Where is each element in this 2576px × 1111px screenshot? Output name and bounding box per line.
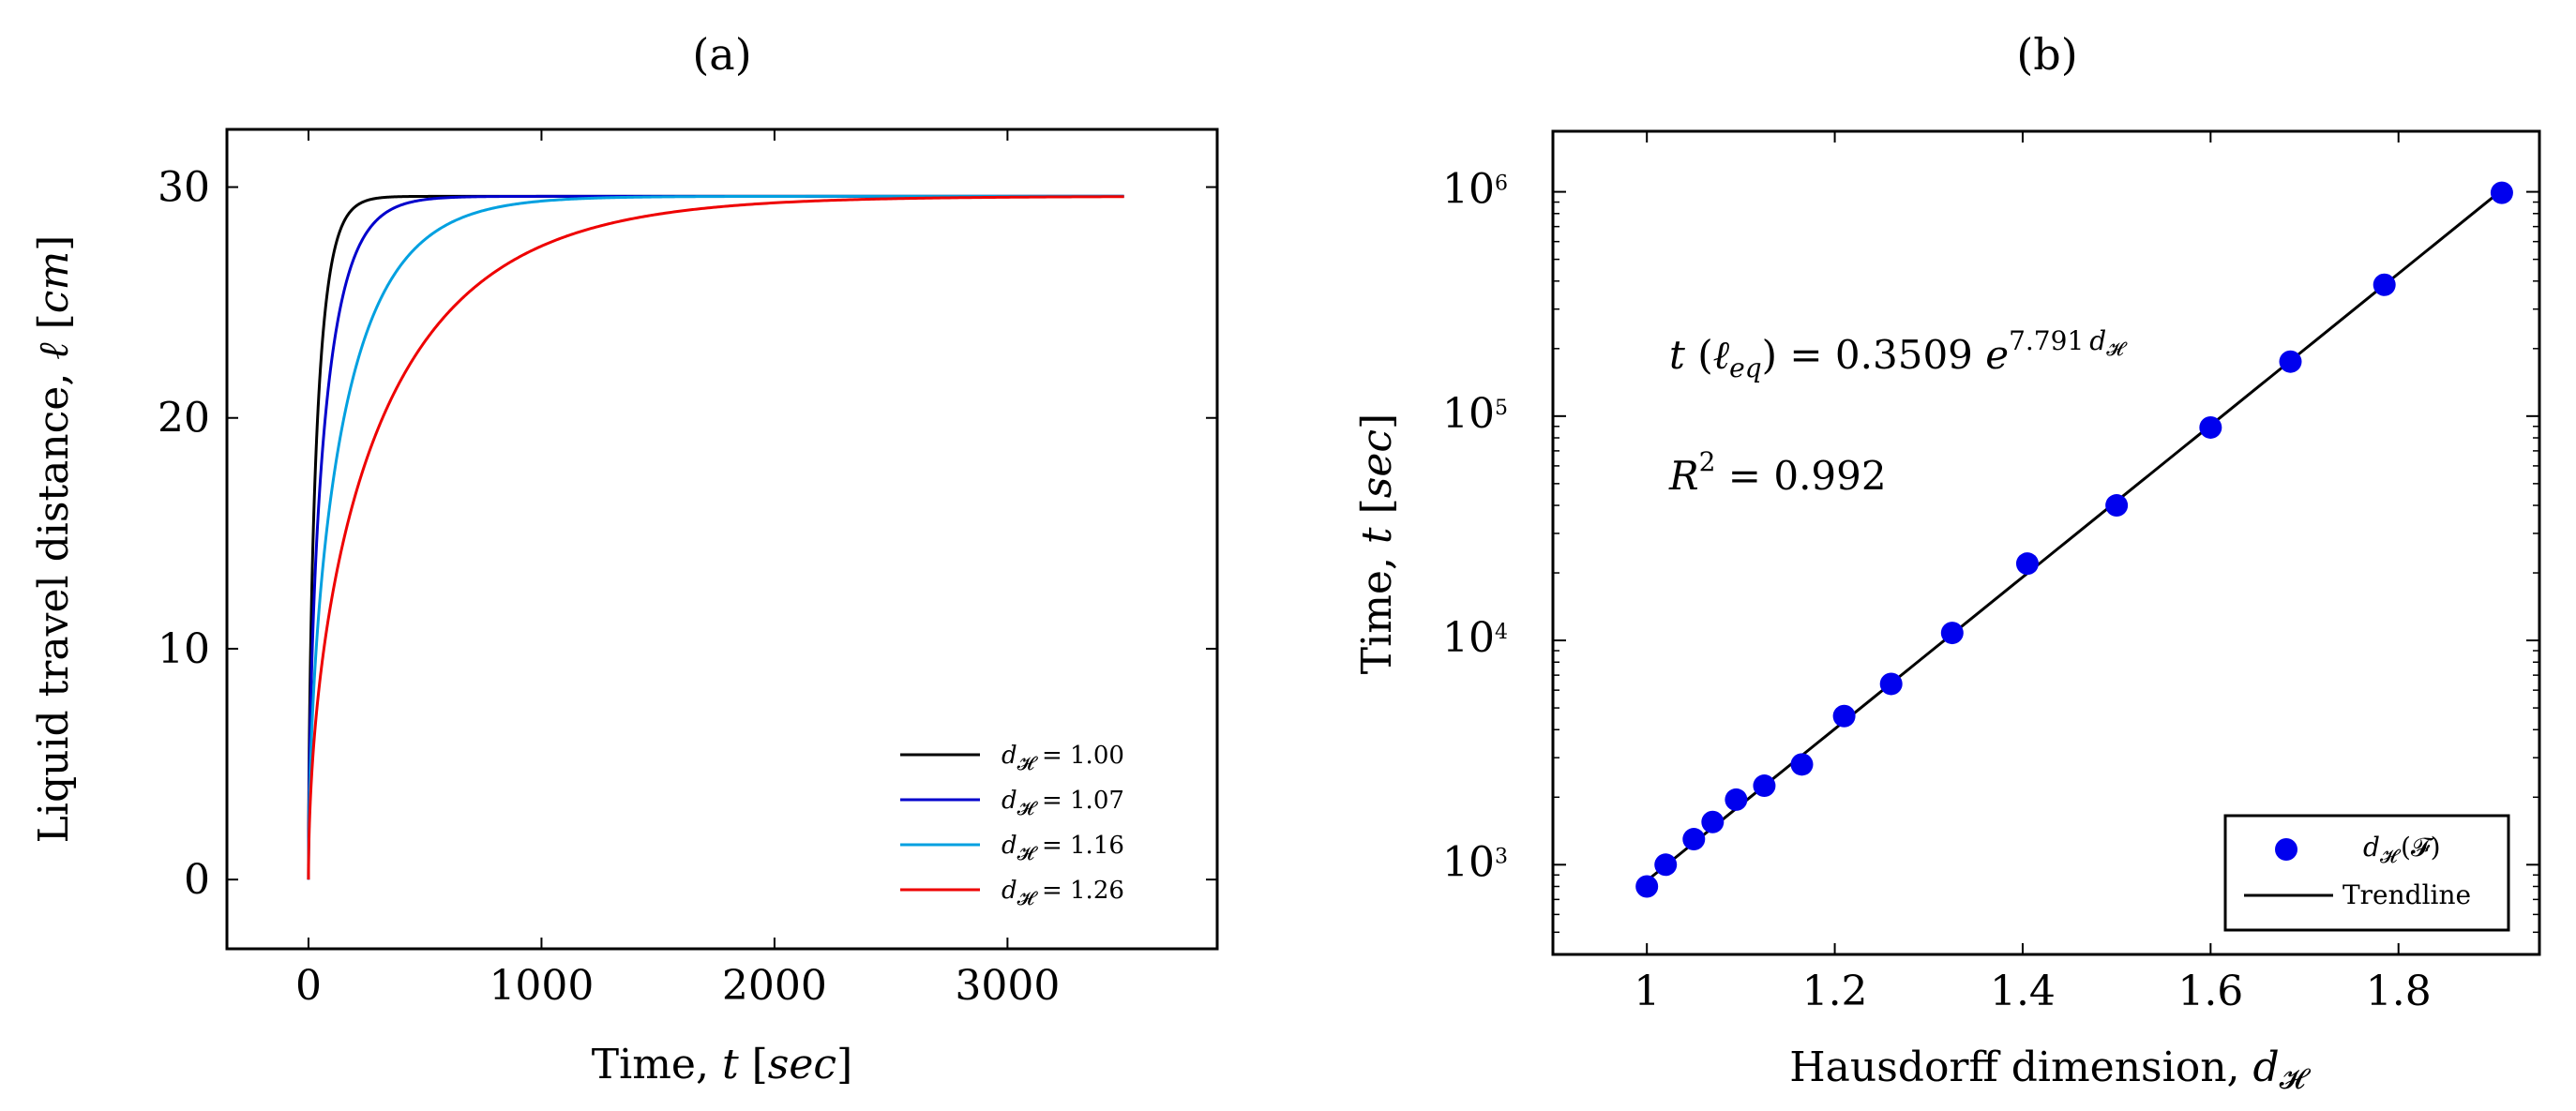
- b-data-point-8: [1832, 704, 1856, 728]
- panel-b-legend-box: [2223, 814, 2510, 932]
- panel-b-trendline: [1646, 188, 2503, 882]
- legend-b-label-trendline: Trendline: [2343, 879, 2471, 910]
- panel-b-r2-annotation: R2 = 0.992: [1668, 446, 1887, 499]
- panel-b-x-axis-label: Hausdorff dimension, d𝓗: [1789, 1043, 2311, 1096]
- a-y-tick-label-1: 10: [158, 625, 210, 673]
- legend-b-marker-points: [2275, 838, 2297, 861]
- b-data-point-13: [2199, 415, 2222, 439]
- panel-a-x-axis-label: Time, t [sec]: [592, 1041, 852, 1088]
- panel-b-legend-entry-trendline: Trendline: [2244, 879, 2471, 910]
- a-series-line-4: [307, 195, 1124, 880]
- panel-b-ticks: 1 1.2 1.4 1.6 1.8 103 104 105 106: [1442, 131, 2539, 1015]
- panel-a-legend: d𝓗 = 1.00 d𝓗 = 1.07 d𝓗 = 1.16 d𝓗 = 1.26: [900, 742, 1124, 909]
- panel-a-y-axis-label: Liquid travel distance, ℓ [cm]: [30, 235, 78, 844]
- b-data-point-15: [2373, 273, 2396, 296]
- b-data-point-1: [1635, 875, 1659, 898]
- panel-a-title: (a): [692, 29, 751, 80]
- b-x-tick-label-0: 1: [1634, 968, 1660, 1015]
- legend-a-label-1: d𝓗 = 1.00: [1002, 742, 1124, 774]
- b-data-point-6: [1753, 774, 1776, 798]
- b-data-point-3: [1682, 828, 1706, 851]
- b-trendline-path: [1646, 188, 2503, 882]
- a-x-tick-label-1: 1000: [489, 962, 594, 1010]
- panel-a-ticks: 0 1000 2000 3000 0 10 20 30: [158, 129, 1217, 1010]
- panel-b-points: [1635, 181, 2513, 898]
- legend-a-label-2: d𝓗 = 1.07: [1002, 787, 1124, 819]
- panel-b-legend-entry-points: d𝓗 (𝓕): [2275, 832, 2441, 867]
- b-y-tick-label-2: 105: [1442, 390, 1508, 438]
- panel-a-series: [307, 194, 1124, 880]
- panel-b-plot-frame: [1551, 129, 2541, 956]
- legend-a-label-4: d𝓗 = 1.26: [1002, 877, 1124, 909]
- legend-a-label-3: d𝓗 = 1.16: [1002, 832, 1124, 864]
- panel-a-legend-entry-3: d𝓗 = 1.16: [900, 832, 1124, 864]
- a-series-line-1: [307, 194, 1124, 880]
- a-x-tick-label-0: 0: [295, 962, 322, 1010]
- b-data-point-5: [1725, 788, 1748, 811]
- b-x-tick-label-2: 1.4: [1990, 968, 2056, 1015]
- b-data-point-14: [2279, 350, 2302, 373]
- a-y-tick-label-3: 30: [158, 164, 210, 212]
- panel-a-legend-entry-1: d𝓗 = 1.00: [900, 742, 1124, 774]
- b-y-tick-label-3: 106: [1442, 166, 1508, 214]
- panel-a-line-chart: (a) 0 1000 2000 3000 0 10 20 30 Time, t [sec] L…: [30, 29, 1219, 1088]
- panel-b-scatter-chart: (b) 1 1.2 1.4 1.6 1.8 103 104 105 106 t (ℓeq) = …: [1353, 29, 2541, 1096]
- panel-a-legend-entry-2: d𝓗 = 1.07: [900, 787, 1124, 819]
- b-data-point-9: [1879, 672, 1903, 696]
- b-data-point-7: [1790, 753, 1814, 776]
- panel-a-plot-frame: [225, 128, 1219, 951]
- panel-b-equation-annotation: t (ℓeq) = 0.3509 e7.791 d𝓗: [1669, 325, 2128, 383]
- legend-b-label-points: d𝓗 (𝓕): [2363, 832, 2441, 867]
- a-series-line-3: [307, 194, 1124, 880]
- b-data-point-10: [1940, 622, 1964, 645]
- a-series-line-2: [307, 194, 1124, 880]
- panel-b-title: (b): [2016, 29, 2077, 80]
- b-y-tick-label-1: 104: [1442, 614, 1508, 662]
- b-data-point-11: [2015, 552, 2039, 576]
- b-data-point-12: [2105, 494, 2129, 518]
- b-data-point-16: [2490, 181, 2513, 204]
- a-x-tick-label-3: 3000: [955, 962, 1060, 1010]
- panel-b-y-axis-label: Time, t [sec]: [1353, 413, 1401, 674]
- b-y-tick-label-0: 103: [1442, 838, 1508, 886]
- b-data-point-4: [1701, 810, 1725, 833]
- a-y-tick-label-0: 0: [184, 856, 210, 904]
- panel-a-legend-entry-4: d𝓗 = 1.26: [900, 877, 1124, 909]
- b-x-tick-label-4: 1.8: [2366, 968, 2432, 1015]
- a-y-tick-label-2: 20: [158, 395, 210, 443]
- b-x-tick-label-3: 1.6: [2177, 968, 2243, 1015]
- panel-b-legend: d𝓗 (𝓕) Trendline: [2223, 814, 2510, 932]
- b-data-point-2: [1654, 853, 1678, 877]
- a-x-tick-label-2: 2000: [722, 962, 827, 1010]
- b-x-tick-label-1: 1.2: [1802, 968, 1868, 1015]
